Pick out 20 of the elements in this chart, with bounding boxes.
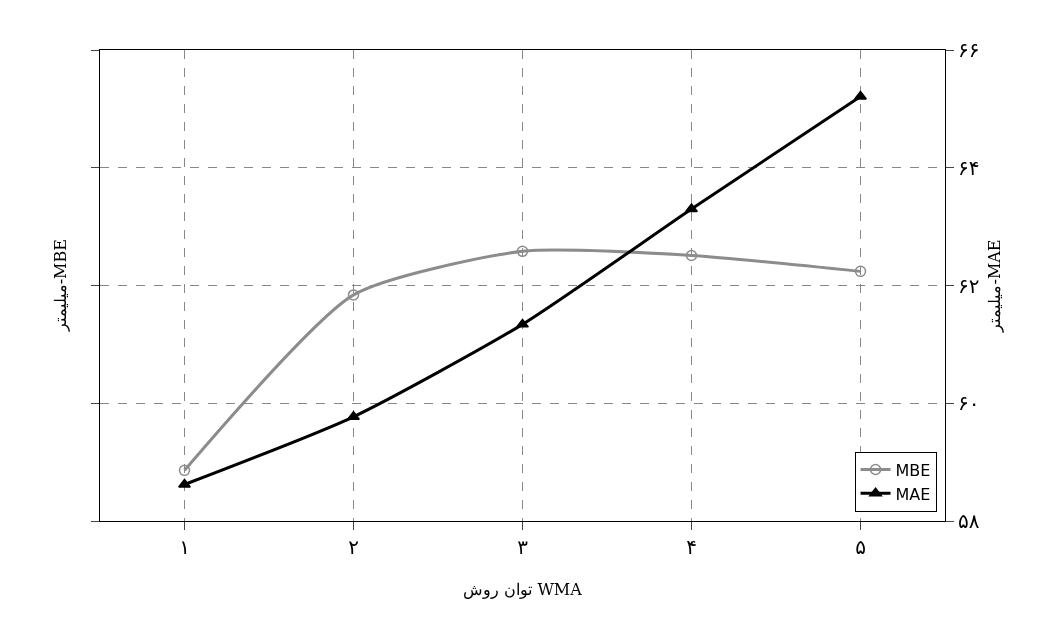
y-tick-label: ۶۶ [958, 38, 980, 62]
y2-axis-title: میلیمتر-MAE [985, 239, 1005, 333]
point [854, 265, 867, 278]
point [516, 245, 529, 258]
x-tick-label: ۳ [517, 535, 529, 559]
y-axis-title: میلیمتر-MBE [51, 239, 71, 333]
point [178, 464, 191, 477]
y-tick-label: ۶۰ [958, 391, 980, 416]
legend-label: MBE [895, 460, 931, 480]
y-tick-label: ۵۸ [958, 509, 980, 533]
x-tick-label: ۴ [686, 535, 697, 559]
y-tick-label: ۶۲ [958, 273, 980, 298]
y-tick-label: ۶۴ [958, 155, 980, 180]
x-tick-label: ۵ [855, 535, 866, 559]
point [685, 249, 698, 262]
point [347, 289, 360, 301]
x-tick-label: ۱ [179, 535, 190, 559]
x-axis-title: توان روش WMA [463, 579, 583, 599]
x-tick-label: ۲ [348, 535, 359, 559]
legend-label: MAE [895, 484, 931, 504]
